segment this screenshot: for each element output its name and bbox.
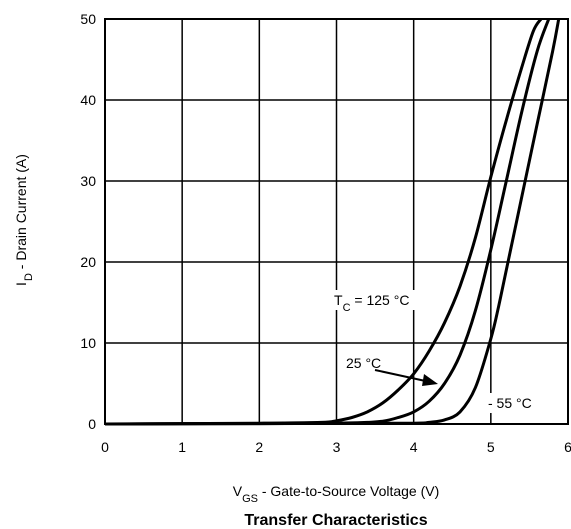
y-tick-label: 40 [80, 92, 96, 108]
series-125c-line [104, 18, 543, 426]
y-tick-label: 30 [80, 173, 96, 189]
x-tick-label: 5 [487, 439, 495, 455]
y-tick-label: 0 [88, 416, 96, 432]
annotation-25-arrow-shaft [374, 369, 431, 383]
x-tick-label: 0 [101, 439, 109, 455]
annotation-m55-background [486, 393, 548, 413]
x-tick-label: 3 [333, 439, 341, 455]
annotation-tc-125: TC = 125 °C [334, 292, 409, 314]
chart-title: Transfer Characteristics [244, 512, 427, 529]
y-tick-label: 20 [80, 254, 96, 270]
plot-border [104, 18, 569, 425]
x-axis-label: VGS - Gate-to-Source Voltage (V) [233, 483, 440, 505]
annotation-25c: 25 °C [346, 355, 381, 371]
annotation-minus55c: - 55 °C [488, 395, 532, 411]
x-tick-label: 6 [564, 439, 571, 455]
y-tick-label: 50 [80, 11, 96, 27]
x-tick-label: 2 [255, 439, 263, 455]
tick-labels: 0 1 2 3 4 5 6 0 10 20 30 40 50 [80, 11, 571, 455]
y-tick-label: 10 [80, 335, 96, 351]
annotation-tc-background [330, 290, 432, 310]
x-tick-label: 4 [410, 439, 418, 455]
y-axis-label: ID - Drain Current (A) [13, 154, 35, 286]
grid [105, 19, 568, 424]
annotation-25-background [342, 352, 392, 372]
x-tick-label: 1 [178, 439, 186, 455]
annotation-25-arrow-head [422, 374, 438, 386]
